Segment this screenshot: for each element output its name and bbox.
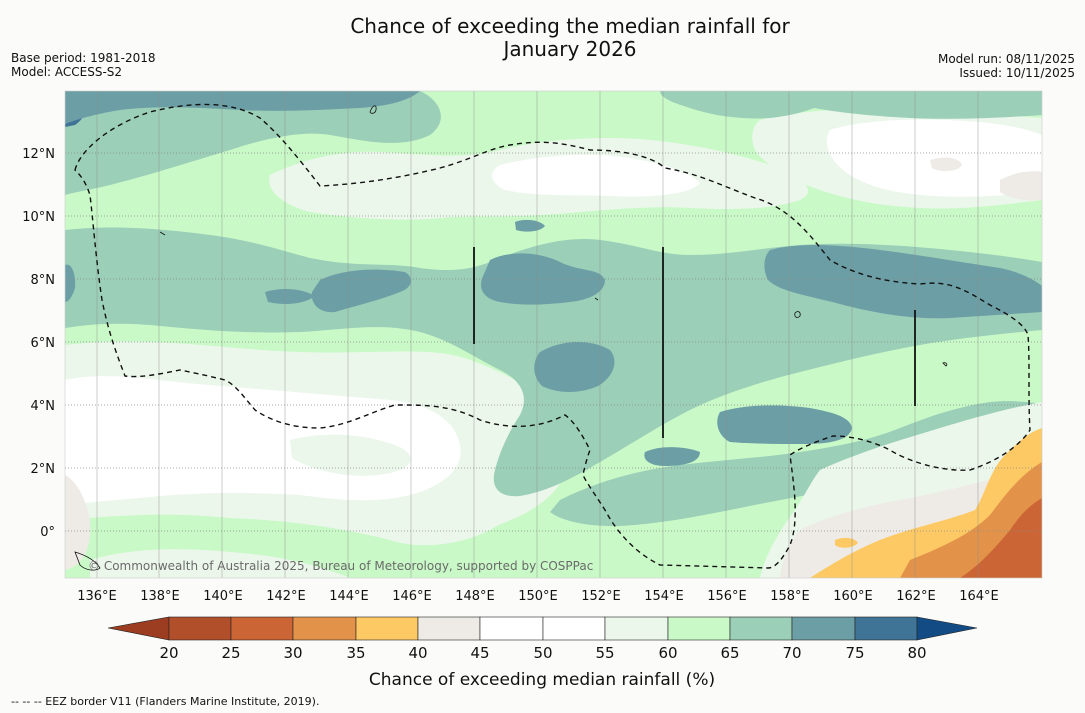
copyright-text: © Commonwealth of Australia 2025, Bureau… [88,559,593,573]
colorbar-swatch-40 [417,616,481,641]
band-75-80-center [481,253,605,305]
colorbar-low-arrow [107,616,170,641]
lon-label-164e: 164°E [959,589,999,604]
cb-tick-30: 30 [283,644,302,662]
lat-label-12n: 12°N [22,147,55,162]
cb-tick-65: 65 [720,644,739,662]
lat-label-10n: 10°N [22,210,55,225]
band-45-50-ne-small [930,157,962,172]
issued-date: Issued: 10/11/2025 [959,66,1075,80]
band-50-55-northeast [826,119,1042,197]
lon-label-144e: 144°E [329,589,369,604]
lon-label-142e: 142°E [266,589,306,604]
cb-tick-60: 60 [658,644,677,662]
eez-border [74,103,1031,569]
band-50-55-north [492,154,700,197]
band-75-80-west-center [311,269,412,313]
lat-label-0: 0° [40,525,55,540]
lon-label-156e: 156°E [707,589,747,604]
lat-label-6n: 6°N [31,336,56,351]
lon-label-136e: 136°E [77,589,117,604]
lat-label-2n: 2°N [31,462,56,477]
lon-label-158e: 158°E [770,589,810,604]
band-75-80-center-south [534,341,615,392]
colorbar-swatch-50 [542,616,606,641]
cb-tick-20: 20 [159,644,178,662]
band-70-75-northeast-top [790,91,1042,119]
colorbar-high-arrow [916,616,978,641]
model-run: Model run: 08/11/2025 [937,52,1075,66]
lat-axis-labels: 12°N 10°N 8°N 6°N 4°N 2°N 0° [22,147,55,540]
colorbar-swatch-65 [729,616,793,641]
colorbar-swatch-55 [604,616,669,641]
colorbar-swatch-35 [355,616,419,641]
lat-label-4n: 4°N [31,399,56,414]
lat-label-8n: 8°N [31,273,56,288]
band-75-80-south-small [644,447,700,466]
band-75-80-central-small [515,219,545,232]
eez-legend: -- -- -- EEZ border V11 (Flanders Marine… [11,695,320,708]
cb-tick-80: 80 [907,644,926,662]
band-75-80-west-edge [65,264,76,302]
lon-label-160e: 160°E [833,589,873,604]
graticule [65,152,1042,532]
cb-tick-75: 75 [845,644,864,662]
map-frame [64,90,1043,579]
colorbar-swatch-30 [292,616,357,641]
meta-left: Base period: 1981-2018 Model: ACCESS-S2 [11,51,156,79]
band-75-80-southeast [717,405,852,444]
lon-label-146e: 146°E [392,589,432,604]
colorbar [107,616,978,641]
band-75-80-north [65,91,420,124]
lon-label-162e: 162°E [896,589,936,604]
cb-tick-40: 40 [408,644,427,662]
rainfall-probability-field [65,91,1042,578]
band-70-75-south-east [550,401,1042,527]
model-name: Model: ACCESS-S2 [11,65,123,79]
colorbar-swatch-25 [230,616,294,641]
map-title-line2: January 2026 [503,37,637,61]
lon-label-148e: 148°E [455,589,495,604]
lon-label-140e: 140°E [203,589,243,604]
colorbar-title: Chance of exceeding median rainfall (%) [369,670,715,690]
band-75-80-west-small [265,289,315,304]
colorbar-swatch-70 [791,616,856,641]
map-title: Chance of exceeding the median rainfall … [0,15,1085,61]
cb-tick-35: 35 [346,644,365,662]
band-45-50-northeast [1000,171,1042,201]
colorbar-swatch-20 [168,616,232,641]
band-45-50-sw-corner [65,475,91,570]
map-title-line1: Chance of exceeding the median rainfall … [350,14,790,38]
lon-label-150e: 150°E [518,589,558,604]
cb-tick-25: 25 [221,644,240,662]
lon-label-138e: 138°E [140,589,180,604]
band-55-60-patch [290,434,411,476]
lon-label-152e: 152°E [581,589,621,604]
colorbar-swatch-75 [854,616,918,641]
cb-tick-70: 70 [782,644,801,662]
colorbar-swatch-60 [667,616,731,641]
lon-axis-labels: 136°E 138°E 140°E 142°E 144°E 146°E 148°… [77,589,999,604]
band-25-30-southeast [960,498,1042,578]
cb-tick-45: 45 [470,644,489,662]
colorbar-tick-labels: 20 25 30 35 40 45 50 55 60 65 70 75 80 [159,644,926,662]
cb-tick-50: 50 [533,644,552,662]
index-lines [473,247,916,438]
lon-label-154e: 154°E [644,589,684,604]
islands [74,105,948,571]
meta-right: Model run: 08/11/2025 Issued: 10/11/2025 [938,52,1075,80]
band-75-80-east [764,245,1042,319]
cb-tick-55: 55 [595,644,614,662]
colorbar-swatch-45 [479,616,544,641]
base-period: Base period: 1981-2018 [11,51,156,65]
